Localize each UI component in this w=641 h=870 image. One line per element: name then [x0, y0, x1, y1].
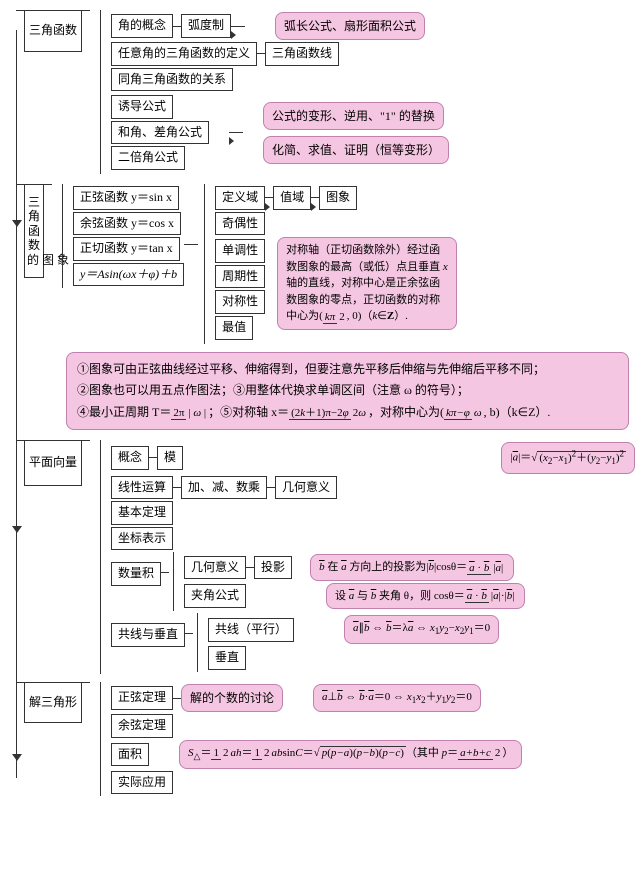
sec2-props: 定义域 值域 图象 奇偶性 单调性 周期性 对称性 最值 — [204, 184, 457, 344]
n-vec-concept: 概念 — [111, 446, 149, 470]
n-period: 周期性 — [215, 265, 265, 289]
p-sym-note: 对称轴（正切函数除外）经过函数图象的最高（或低）点且垂直 x 轴的直线，对称中心… — [277, 237, 457, 330]
n-angle-concept: 角的概念 — [111, 14, 173, 38]
n-trig-line: 三角函数线 — [265, 42, 339, 66]
sec4-content: 正弦定理 解的个数的讨论 a⊥b ⇔ b·a＝0 ⇔ x1x2＋y1y2＝0 余… — [100, 682, 635, 797]
n-radian: 弧度制 — [181, 14, 231, 38]
n-sum-diff: 和角、差角公式 — [111, 121, 209, 145]
n-trig-def: 任意角的三角函数的定义 — [111, 42, 257, 66]
p-projection: b 在 a 方向上的投影为|b|cosθ＝a · b|a| — [310, 554, 514, 581]
sec1-label: 三角函数 — [24, 10, 82, 52]
n-basic-thm: 基本定理 — [111, 501, 173, 525]
sec2-label: 三角函数的 图 象 — [24, 184, 44, 278]
sec3-label: 平面向量 — [24, 440, 82, 486]
p-arc-formula: 弧长公式、扇形面积公式 — [275, 12, 425, 40]
p-parallel: a∥b ⇔ b＝λa ⇔ x1y2−x2y1＝0 — [344, 615, 499, 644]
p-perp-cond: a⊥b ⇔ b·a＝0 ⇔ x1x2＋y1y2＝0 — [313, 684, 481, 713]
n-area: 面积 — [111, 743, 149, 767]
n-coord: 坐标表示 — [111, 527, 173, 551]
n-asin: y＝Asin(ωx＋φ)＋b — [73, 263, 184, 287]
n-double: 二倍角公式 — [111, 146, 185, 170]
n-magnitude: 模 — [157, 446, 183, 470]
n-perp: 垂直 — [208, 646, 246, 670]
p-transform: 公式的变形、逆用、"1" 的替换 — [263, 102, 444, 130]
n-graph: 图象 — [319, 186, 357, 210]
p-simplify: 化简、求值、证明（恒等变形） — [263, 136, 449, 164]
n-dot: 数量积 — [111, 562, 161, 586]
n-collinear: 共线与垂直 — [111, 623, 185, 647]
n-angle-formula: 夹角公式 — [184, 584, 246, 608]
n-parallel: 共线（平行） — [208, 618, 294, 642]
p-magnitude: |a|＝(x2−x1)2＋(y2−y1)2 — [501, 442, 635, 473]
n-geo-meaning1: 几何意义 — [275, 476, 337, 500]
n-mono: 单调性 — [215, 239, 265, 263]
p-solutions: 解的个数的讨论 — [181, 684, 283, 712]
n-geo-meaning2: 几何意义 — [184, 556, 246, 580]
n-linear: 线性运算 — [111, 476, 173, 500]
sec1-content: 角的概念 弧度制 弧长公式、扇形面积公式 任意角的三角函数的定义 三角函数线 同… — [100, 10, 449, 174]
n-sin: 正弦函数 y＝sin x — [73, 186, 179, 210]
n-practical: 实际应用 — [111, 771, 173, 795]
n-sine-law: 正弦定理 — [111, 686, 173, 710]
n-induction: 诱导公式 — [111, 95, 173, 119]
p-angle: 设 a 与 b 夹角 θ，则 cosθ＝a · b|a|·|b| — [326, 583, 525, 610]
n-cos-law: 余弦定理 — [111, 714, 173, 738]
n-parity: 奇偶性 — [215, 212, 265, 236]
n-extreme: 最值 — [215, 316, 253, 340]
n-cos: 余弦函数 y＝cos x — [73, 212, 181, 236]
n-sym: 对称性 — [215, 290, 265, 314]
n-same-angle: 同角三角函数的关系 — [111, 68, 233, 92]
sec3-content: 概念 模 |a|＝(x2−x1)2＋(y2−y1)2 线性运算 加、减、数乘 几… — [100, 440, 635, 673]
sec2-funcs: 正弦函数 y＝sin x 余弦函数 y＝cos x 正切函数 y＝tan x y… — [62, 184, 184, 288]
n-tan: 正切函数 y＝tan x — [73, 237, 180, 261]
n-projection: 投影 — [254, 556, 292, 580]
p-big-note: ①图象可由正弦曲线经过平移、伸缩得到，但要注意先平移后伸缩与先伸缩后平移不同； … — [66, 352, 629, 431]
n-add-sub: 加、减、数乘 — [181, 476, 267, 500]
p-area: S△＝12ah＝12absinC＝p(p−a)(p−b)(p−c)（其中 p＝a… — [179, 740, 522, 769]
sec4-label: 解三角形 — [24, 682, 82, 724]
n-range: 值域 — [273, 186, 311, 210]
n-domain: 定义域 — [215, 186, 265, 210]
